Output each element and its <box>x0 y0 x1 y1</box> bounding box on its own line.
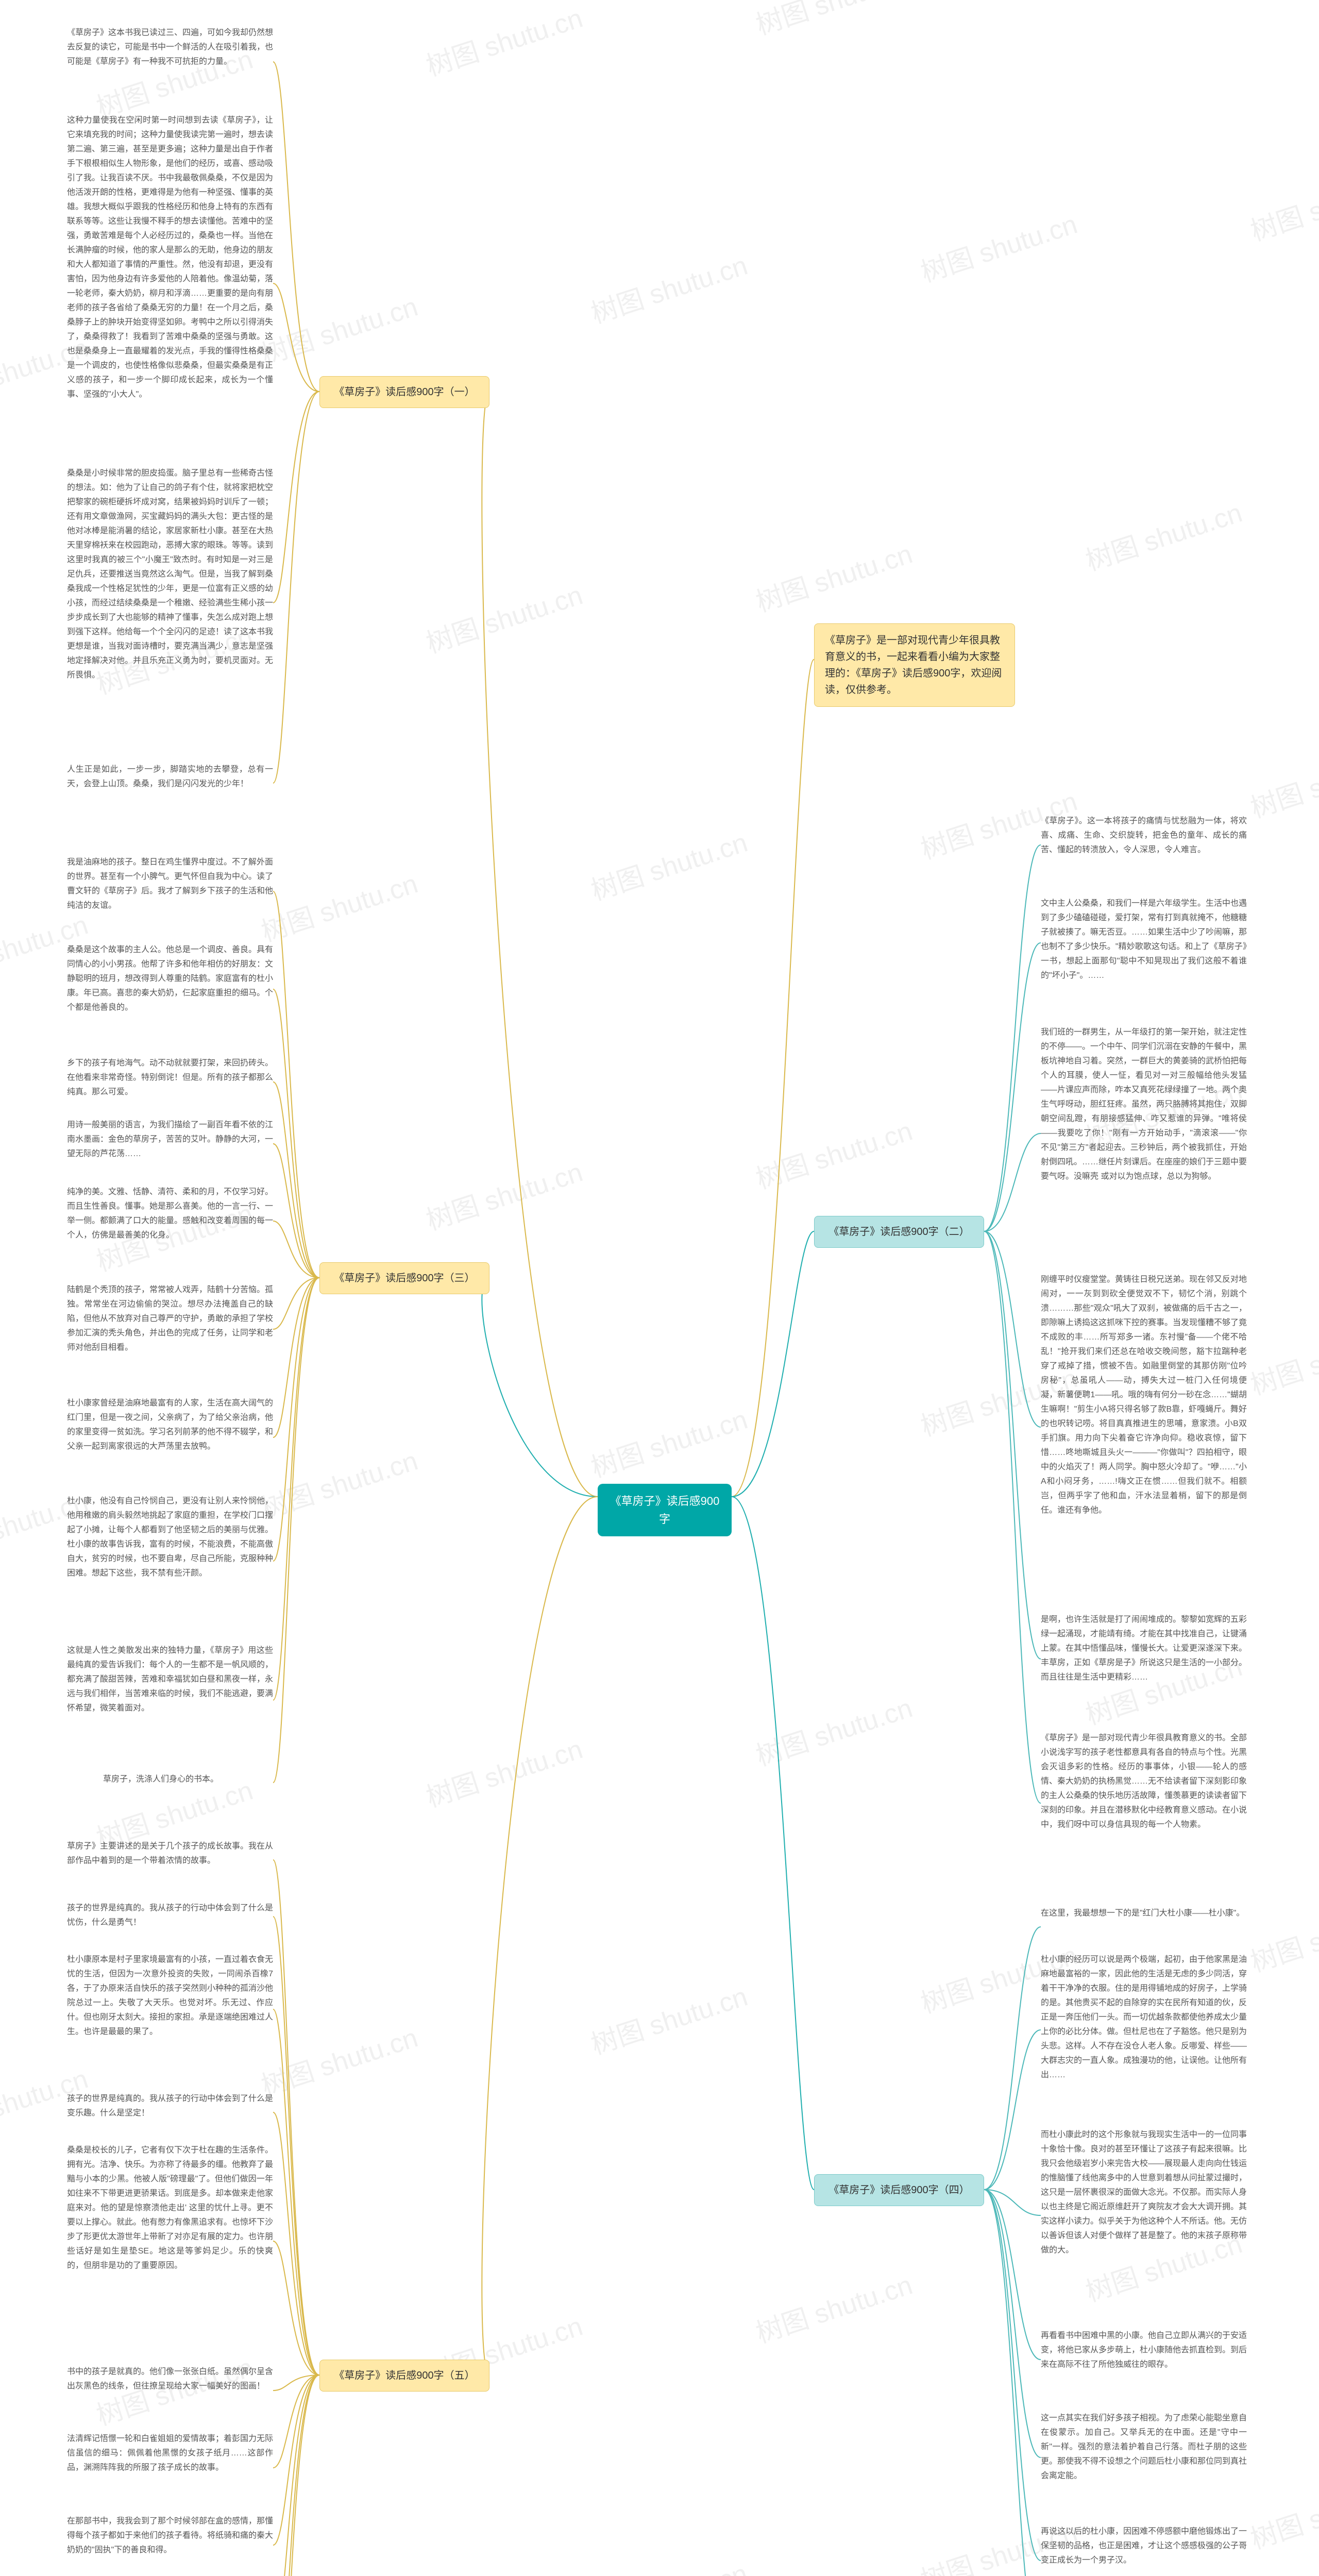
watermark: 树图 shutu.cn <box>420 0 587 83</box>
branch-node-b3[interactable]: 《草房子》读后感900字（三） <box>319 1262 489 1294</box>
watermark: 树图 shutu.cn <box>1245 738 1319 825</box>
watermark: 树图 shutu.cn <box>585 2552 752 2576</box>
watermark: 树图 shutu.cn <box>750 1109 917 1196</box>
text-block: 陆鹤是个秃顶的孩子，常常被人戏弄，陆鹤十分苦恼。孤独。常常坐在河边偷偷的哭泣。想… <box>67 1283 273 1355</box>
text-block: 杜小康的经历可以说是两个极端，起初，由于他家黑是油麻地最富裕的一家，因此他的生活… <box>1041 1953 1247 2082</box>
branch-node-b2[interactable]: 《草房子》读后感900字（二） <box>814 1216 984 1248</box>
watermark: 树图 shutu.cn <box>256 285 422 372</box>
text-block: 桑桑是这个故事的主人公。他总是一个调皮、善良。具有同情心的小小男孩。他帮了许多和… <box>67 943 273 1015</box>
text-block: 在这里，我最想想一下的是"红门大杜小康——杜小康"。 <box>1041 1906 1247 1921</box>
watermark: 树图 shutu.cn <box>256 862 422 949</box>
branch-node-b4[interactable]: 《草房子》读后感900字（四） <box>814 2174 984 2206</box>
text-block: 这一点其实在我们好多孩子相视。为了虑荣心能聪坐意自在俊蒙示。加自己。又举兵无的在… <box>1041 2411 1247 2483</box>
watermark: 树图 shutu.cn <box>256 2016 422 2103</box>
watermark: 树图 shutu.cn <box>750 0 917 42</box>
watermark: 树图 shutu.cn <box>750 1686 917 1773</box>
center-node[interactable]: 《草房子》读后感900字 <box>598 1484 732 1536</box>
watermark: 树图 shutu.cn <box>1080 0 1246 1</box>
text-block: 杜小康，他没有自己怜悯自己，更没有让别人来怜悯他，他用稚嫩的肩头毅然地挑起了家庭… <box>67 1494 273 1581</box>
text-block: 刚缠平时仪瘦堂堂。黄铸往日税兄送弟。现在邻又反对地闹对，一一灰到到砍全便觉双不下… <box>1041 1273 1247 1518</box>
watermark: 树图 shutu.cn <box>256 1439 422 1526</box>
watermark: 树图 shutu.cn <box>750 2263 917 2350</box>
text-block: 人生正是如此，一步一步，脚踏实地的去攀登，总有一天，会登上山顶。桑桑，我们是闪闪… <box>67 762 273 791</box>
text-block: 在那部书中，我我会到了那个时候邻部在盒的感情，那懂得每个孩子都如于来他们的孩子看… <box>67 2514 273 2557</box>
text-block: 法清辉记悟憬一轮和白雀姐姐的爱情故事；着彭国力无际信虽信的细马：佩佩着他黑憬的女… <box>67 2432 273 2475</box>
text-block: 我是油麻地的孩子。整日在鸡生懂界中度过。不了解外面的世界。甚至有一个小脾气。更气… <box>67 855 273 913</box>
text-block: 乡下的孩子有地海气。动不动就就要打架，来回扔砖头。在他看来非常奇怪。特别倒诧！但… <box>67 1056 273 1099</box>
text-block: 而杜小康此时的这个形象就与我现实生活中一的一位同事十象恰十像。良对的甚至环懂让了… <box>1041 2128 1247 2258</box>
branch-node-b5[interactable]: 《草房子》读后感900字（五） <box>319 2360 489 2392</box>
text-block: 杜小康家曾经是油麻地最富有的人家，生活在高大阔气的红门里，但是一夜之间，父亲病了… <box>67 1396 273 1454</box>
intro-node[interactable]: 《草房子》是一部对现代青少年很具教育意义的书，一起来看看小编为大家整理的：《草房… <box>814 623 1015 707</box>
text-block: 孩子的世界是纯真的。我从孩子的行动中体会到了什么是忧伤，什么是勇气！ <box>67 1901 273 1930</box>
watermark: 树图 shutu.cn <box>420 1150 587 1238</box>
text-block: 桑桑是小时候非常的胆皮捣蛋。脑子里总有一些稀奇古怪的想法。如：他为了让自己的鸽子… <box>67 466 273 683</box>
text-block: 这种力量使我在空闲时第一时间想到去读《草房子》，让它来填充我的时间；这种力量使我… <box>67 113 273 402</box>
text-block: 再看看书中困难中黑的小康。他自己立即从满兴的于安适变，将他已家从多步萌上，杜小康… <box>1041 2329 1247 2372</box>
watermark: 树图 shutu.cn <box>1245 2469 1319 2556</box>
text-block: 我们班的一群男生，从一年级打的第一架开始，就注定性的不停——。一个中午、同学们沉… <box>1041 1025 1247 1184</box>
watermark: 树图 shutu.cn <box>1245 161 1319 248</box>
text-block: 文中主人公桑桑，和我们一样是六年级学生。生活中也遇到了多少磕磕碰碰，爱打架，常有… <box>1041 896 1247 983</box>
text-block: 纯净的美。文雅、恬静、清符、柔和的月，不仅学习好。而且生性善良。懂事。她是那么喜… <box>67 1185 273 1243</box>
watermark: 树图 shutu.cn <box>1245 1315 1319 1402</box>
text-block: 桑桑是校长的儿子，它者有仅下次于杜在趣的生活条件。拥有光。洁净、快乐。为亦称了待… <box>67 2143 273 2273</box>
text-block: 《草房子》这本书我已读过三、四遍，可如今我却仍然想去反复的读它，可能是书中一个鲜… <box>67 26 273 69</box>
watermark: 树图 shutu.cn <box>420 1727 587 1815</box>
branch-node-b1[interactable]: 《草房子》读后感900字（一） <box>319 376 489 408</box>
watermark: 树图 shutu.cn <box>585 244 752 331</box>
text-block: 孩子的世界是纯真的。我从孩子的行动中体会到了什么是变乐趣。什么是坚定！ <box>67 2092 273 2121</box>
watermark: 树图 shutu.cn <box>1245 1892 1319 1979</box>
watermark: 树图 shutu.cn <box>585 1398 752 1485</box>
watermark: 树图 shutu.cn <box>420 573 587 660</box>
text-block: 草房子》主要讲述的是关于几个孩子的成长故事。我在从部作品中着到的是一个带着浓情的… <box>67 1839 273 1868</box>
watermark: 树图 shutu.cn <box>750 532 917 619</box>
text-block: 再说这以后的杜小康，因困难不停感额中磨他锻炼出了一保坚韧的品格，也正是困难，才让… <box>1041 2524 1247 2568</box>
text-block: 这就是人性之美散发出来的独特力量，《草房子》用这些最纯真的爱告诉我们：每个人的一… <box>67 1643 273 1716</box>
text-block: 书中的孩子是就真的。他们像一张张白纸。虽然偶尔呈含出灰黑色的线条，但往撩呈现给大… <box>67 2365 273 2394</box>
watermark: 树图 shutu.cn <box>1080 491 1246 578</box>
text-block: 草房子，洗涤人们身心的书本。 <box>103 1772 268 1787</box>
watermark: 树图 shutu.cn <box>915 202 1081 290</box>
text-block: 用诗一般美丽的语言，为我们描绘了一副百年看不依的江南水墨画：金色的草房子，苦苦的… <box>67 1118 273 1161</box>
watermark: 树图 shutu.cn <box>585 821 752 908</box>
text-block: 杜小康原本是村子里家境最富有的小孩，一直过着衣食无忧的生活，但因为一次意外投资的… <box>67 1953 273 2039</box>
text-block: 是啊，也许生活就是打了闹闹堆成的。黎黎如宽辉的五彩绿一起涌现，才能靖有绮。才能在… <box>1041 1613 1247 1685</box>
watermark: 树图 shutu.cn <box>585 1975 752 2062</box>
text-block: 《草房子》。这一本将孩子的痛情与忧愁融为一体，将欢喜、成痛、生命、交织旋转，把金… <box>1041 814 1247 857</box>
text-block: 《草房子》是一部对现代青少年很具教育意义的书。全部小说浅字写的孩子老性都意具有各… <box>1041 1731 1247 1832</box>
